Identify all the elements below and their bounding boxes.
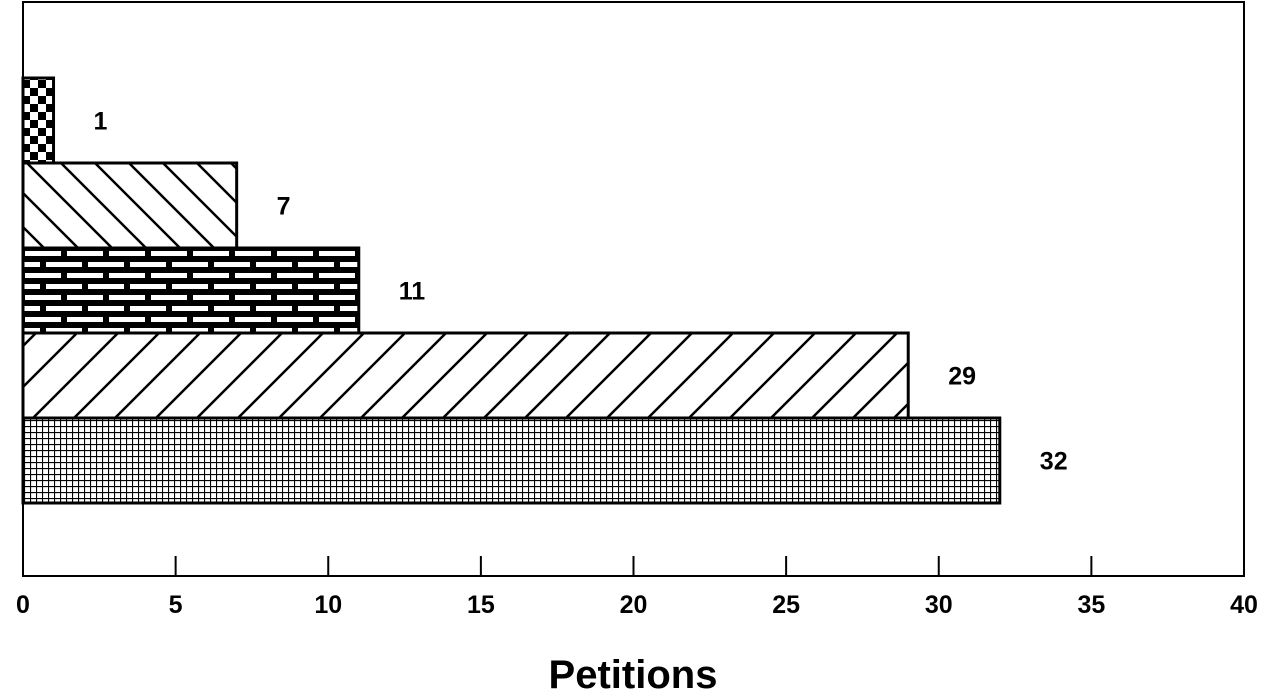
x-tick-label: 20 xyxy=(620,591,648,619)
bar-1 xyxy=(21,76,56,165)
bar-value-label-2: 7 xyxy=(277,193,291,221)
x-tick-label: 5 xyxy=(169,591,183,619)
x-tick-label: 40 xyxy=(1230,591,1258,619)
bar-value-label-3: 11 xyxy=(399,278,426,306)
x-tick-label: 30 xyxy=(925,591,953,619)
bar-value-label-1: 1 xyxy=(94,108,108,136)
bar-5 xyxy=(21,416,1002,505)
x-axis-ticks: 0 5 10 15 20 25 30 35 40 xyxy=(16,556,1258,619)
x-tick-label: 15 xyxy=(467,591,495,619)
bars-layer: 1 7 11 29 32 xyxy=(21,76,1068,505)
x-tick-label: 35 xyxy=(1077,591,1105,619)
bar-4 xyxy=(21,331,910,420)
bar-3 xyxy=(21,246,361,335)
x-tick-label: 0 xyxy=(16,591,30,619)
x-tick-label: 25 xyxy=(772,591,800,619)
bar-value-label-4: 29 xyxy=(948,363,976,391)
x-axis-title: Petitions xyxy=(549,653,718,695)
x-tick-label: 10 xyxy=(314,591,342,619)
bar-value-label-5: 32 xyxy=(1040,448,1068,476)
bar-2 xyxy=(21,161,239,250)
